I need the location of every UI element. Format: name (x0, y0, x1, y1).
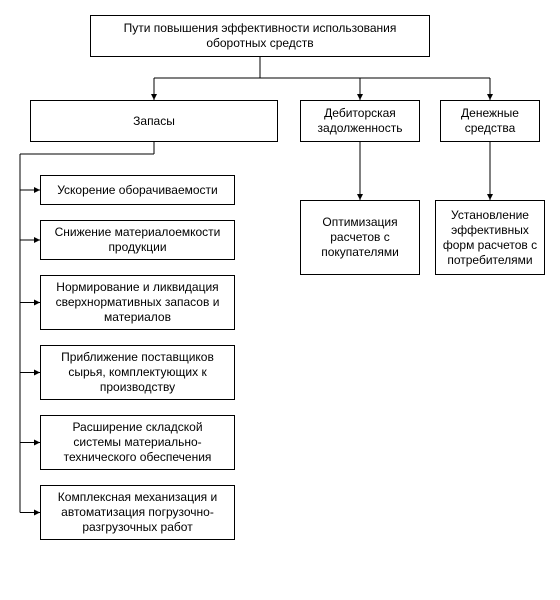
cat1-box: Запасы (30, 100, 278, 142)
s1-box: Ускорение оборачиваемости (40, 175, 235, 205)
root-box: Пути повышения эффективности использован… (90, 15, 430, 57)
s2-label: Снижение материалоемкости продукции (47, 225, 228, 255)
s6-label: Комплексная механизация и автоматизация … (47, 490, 228, 535)
d1-label: Оптимизация расчетов с покупателями (307, 215, 413, 260)
cat3-label: Денежные средства (447, 106, 533, 136)
s6-box: Комплексная механизация и автоматизация … (40, 485, 235, 540)
cat2-box: Дебиторская задолженность (300, 100, 420, 142)
m1-label: Установление эффективных форм расчетов с… (442, 208, 538, 268)
m1-box: Установление эффективных форм расчетов с… (435, 200, 545, 275)
root-label: Пути повышения эффективности использован… (97, 21, 423, 51)
s5-box: Расширение складской системы материально… (40, 415, 235, 470)
s1-label: Ускорение оборачиваемости (57, 183, 218, 198)
s2-box: Снижение материалоемкости продукции (40, 220, 235, 260)
s4-label: Приближение поставщиков сырья, комплекту… (47, 350, 228, 395)
s3-label: Нормирование и ликвидация сверхнормативн… (47, 280, 228, 325)
s3-box: Нормирование и ликвидация сверхнормативн… (40, 275, 235, 330)
cat3-box: Денежные средства (440, 100, 540, 142)
d1-box: Оптимизация расчетов с покупателями (300, 200, 420, 275)
cat2-label: Дебиторская задолженность (307, 106, 413, 136)
s4-box: Приближение поставщиков сырья, комплекту… (40, 345, 235, 400)
s5-label: Расширение складской системы материально… (47, 420, 228, 465)
cat1-label: Запасы (133, 114, 175, 129)
